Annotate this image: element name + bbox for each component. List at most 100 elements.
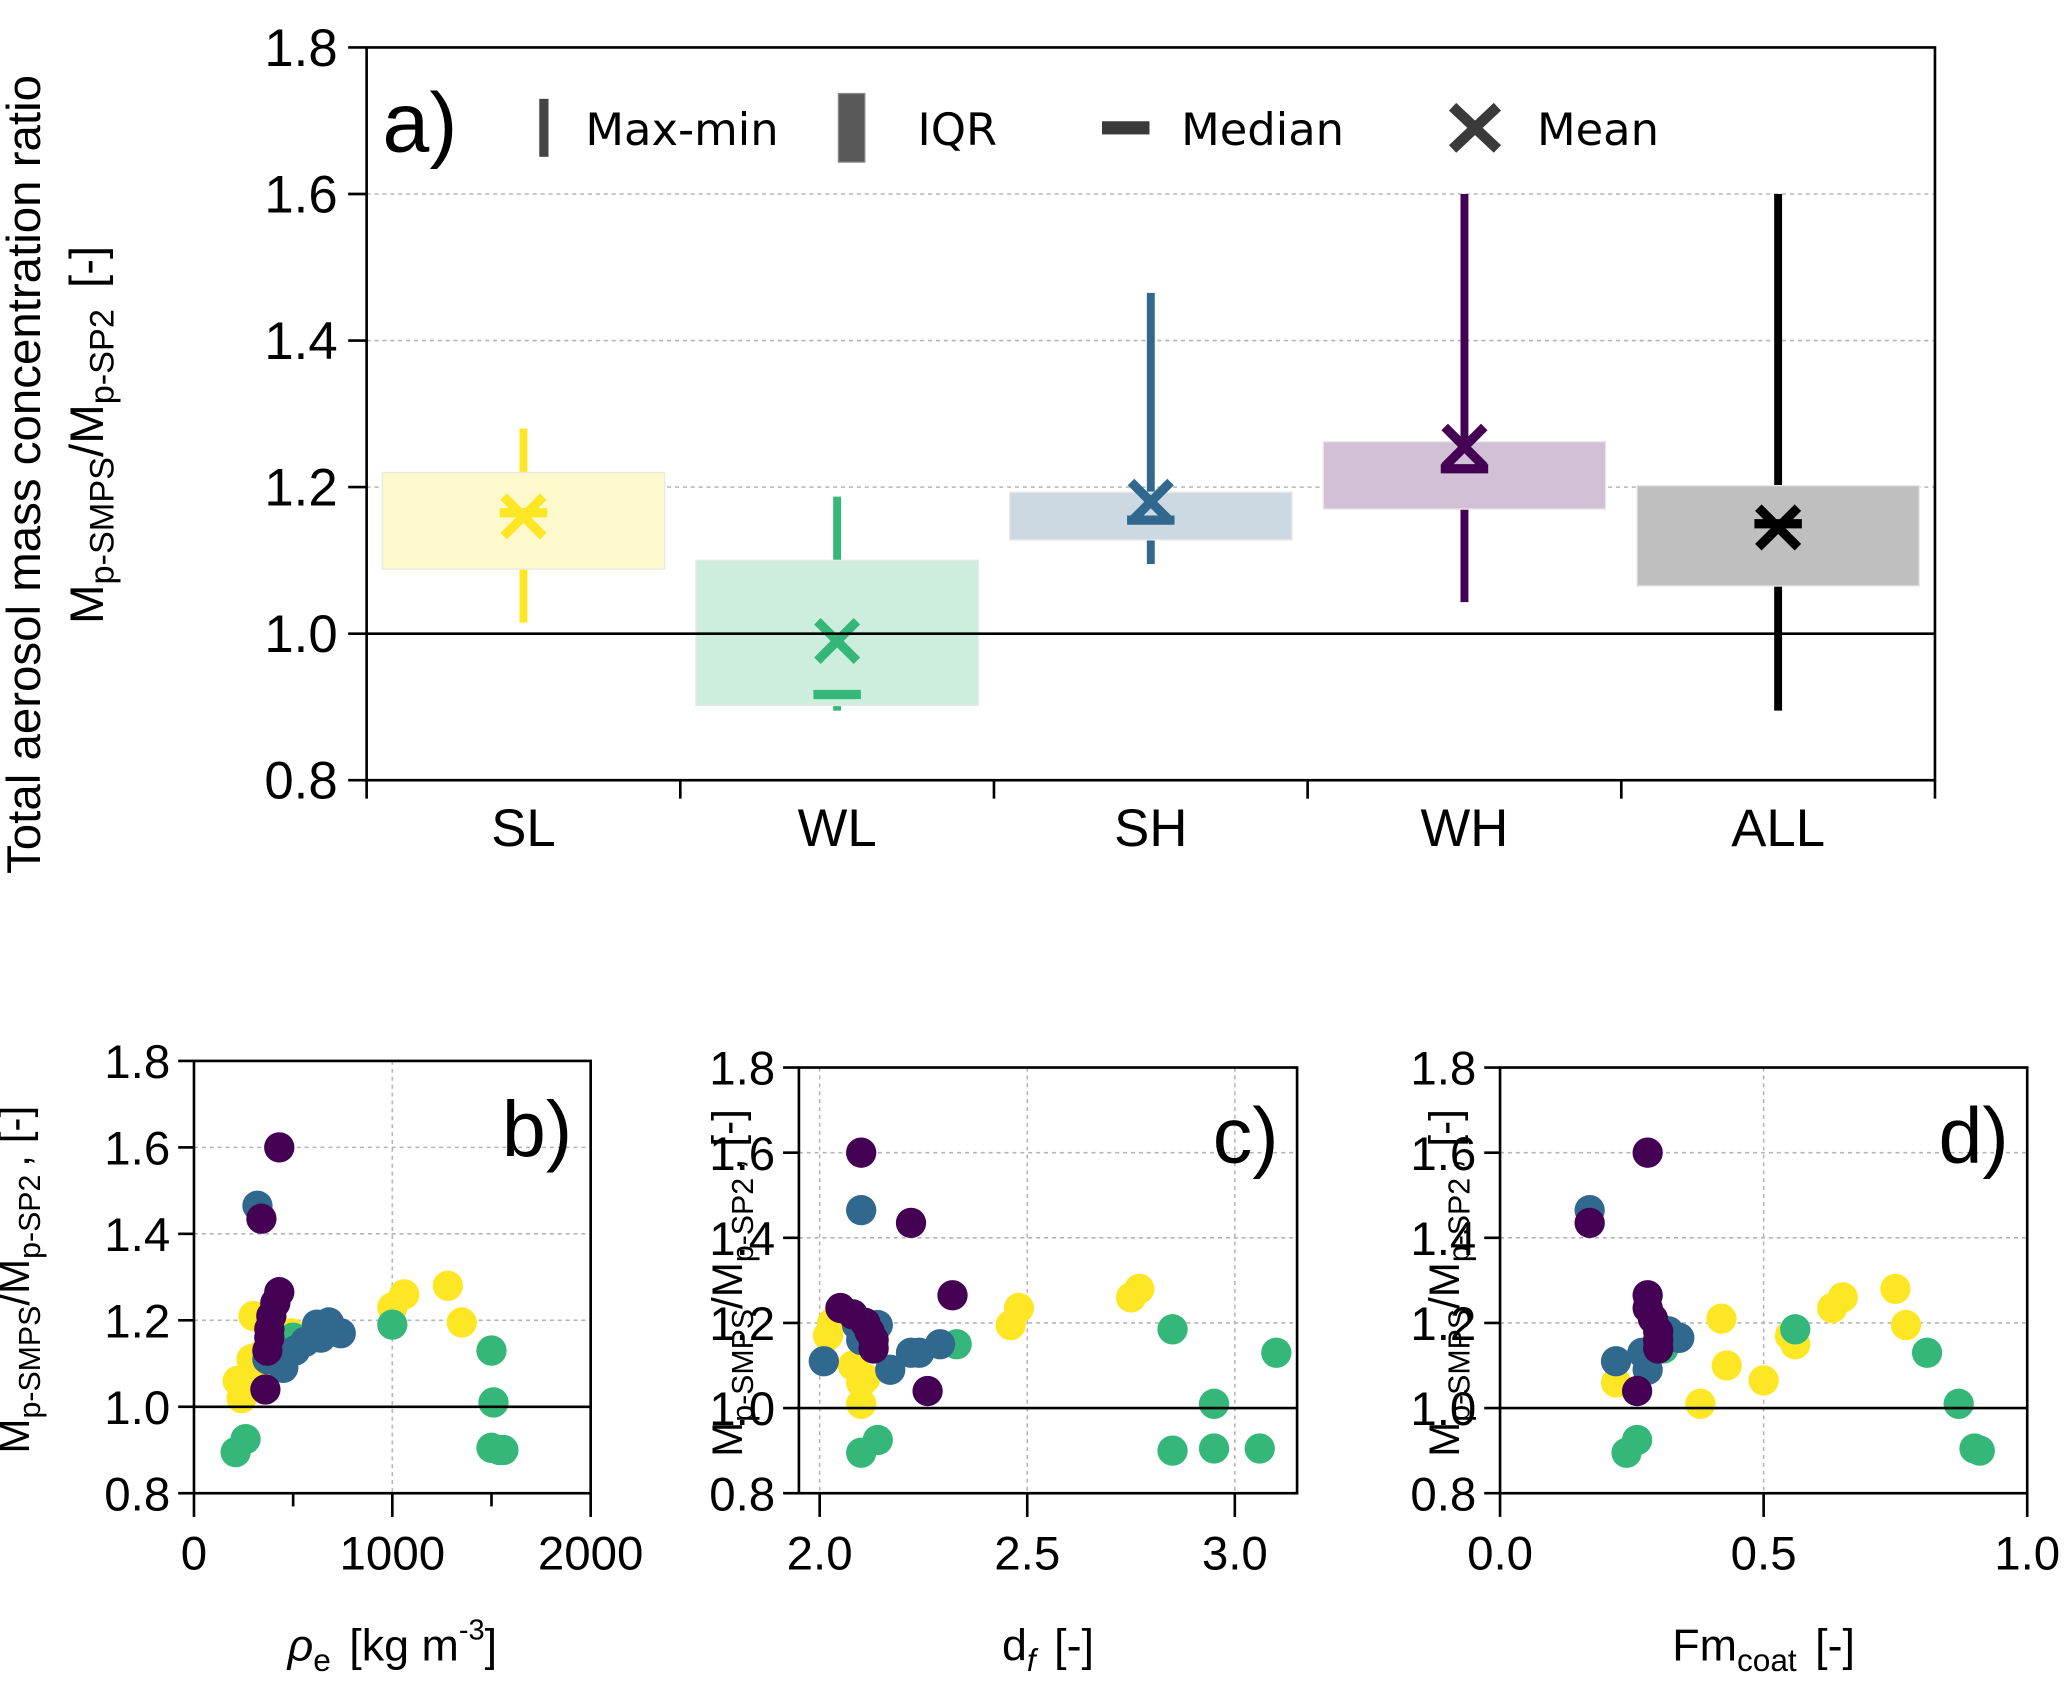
legend-label: Median [1181, 103, 1344, 156]
panel-c: 0.8 1.0 1.2 1.4 1.6 1.8 2.0 2.5 3.0 c) df [-] Mp-SMP… [704, 1043, 1299, 1679]
data-point [895, 1207, 927, 1239]
data-point [1780, 1314, 1811, 1345]
series-wl [846, 1314, 1292, 1468]
data-point [1890, 1309, 1922, 1341]
legend-item-median: Median [1102, 103, 1344, 156]
panel-a-axes: 0.8 1.0 1.2 1.4 1.6 1.8 SL WL SH WH ALL [264, 19, 1937, 858]
y-tick-label: 1.2 [104, 1295, 170, 1348]
y-tick-label: 1.8 [709, 1043, 775, 1096]
mean-legend-icon [1448, 102, 1502, 153]
y-tick-label: 1.4 [1410, 1213, 1476, 1266]
x-label-sup: -3 [459, 1615, 485, 1647]
y-axis-label: Mp-SMPS/Mp-SP2 , [-] [1421, 1109, 1477, 1457]
x-tick-label: 0 [181, 1528, 207, 1581]
data-point [1244, 1433, 1275, 1464]
data-point [1706, 1303, 1737, 1334]
data-point [377, 1309, 408, 1340]
x-label-sub: f [1027, 1642, 1039, 1678]
data-point [1574, 1207, 1605, 1239]
x-label-main: d [1002, 1621, 1027, 1671]
data-point [1600, 1346, 1632, 1377]
x-tick-label: ALL [1731, 799, 1825, 858]
data-point [478, 1387, 509, 1418]
y-label-sub: p-SMPS [14, 1306, 47, 1419]
legend-item-maxmin: Max-min [539, 98, 779, 157]
y-tick-label: 1.6 [264, 165, 337, 224]
box-sl [381, 428, 666, 623]
data-point [1621, 1424, 1653, 1456]
legend-label: Mean [1537, 103, 1659, 156]
data-point [850, 1363, 881, 1394]
y-label-main: M [704, 1422, 751, 1457]
panel-a-frame [365, 46, 1937, 782]
y-tick-label: 1.2 [1410, 1298, 1476, 1351]
y-tick-label: 1.2 [709, 1298, 775, 1351]
data-point [1003, 1292, 1035, 1324]
data-point [1198, 1433, 1230, 1464]
data-point [846, 1194, 877, 1226]
y-tick-label: 1.8 [1410, 1043, 1476, 1096]
y-tick-label: 1.6 [709, 1128, 775, 1181]
data-point [488, 1434, 519, 1466]
x-tick-label: WL [798, 799, 877, 858]
panel-a: Total aerosol mass concentration ratio M… [0, 19, 1937, 874]
x-tick-label: 2.5 [994, 1528, 1060, 1581]
panel-label: c) [1213, 1090, 1279, 1179]
x-tick-label: 3.0 [1202, 1528, 1268, 1581]
legend: Max-min IQR Median Mean [539, 92, 1659, 163]
data-point [912, 1375, 943, 1407]
y-label-unit: , [-] [0, 1106, 38, 1167]
y-tick-label: 0.8 [104, 1468, 170, 1521]
data-point [264, 1132, 295, 1163]
data-point [1157, 1435, 1188, 1466]
x-tick-label: 1.0 [1994, 1528, 2060, 1581]
x-axis-label: df [-] [1002, 1621, 1094, 1679]
data-point [1124, 1273, 1155, 1305]
legend-label: Max-min [585, 103, 778, 156]
y-tick-label: 0.8 [1410, 1468, 1476, 1521]
panel-d: 0.8 1.0 1.2 1.4 1.6 1.8 0.0 0.5 1.0 d) Fmcoat [-] Mp… [1410, 1043, 2060, 1678]
x-tick-label: WH [1421, 799, 1509, 858]
box-all [1636, 193, 1920, 711]
panel-a-label: a) [382, 76, 457, 170]
panel-a-y-axis-label-line1: Total aerosol mass concentration ratio [0, 75, 51, 874]
data-point [808, 1346, 839, 1377]
y-axis-label: Mp-SMPS/Mp-SP2 , [-] [704, 1109, 760, 1457]
data-point [389, 1279, 420, 1310]
y-axis-label: Mp-SMPS/Mp-SP2 , [-] [0, 1106, 47, 1454]
x-label-main: Fm [1672, 1621, 1737, 1671]
y-tick-label: 1.0 [104, 1382, 170, 1435]
mean-marker [1755, 504, 1802, 551]
y-label-mid: /M [1421, 1262, 1468, 1309]
legend-label: IQR [918, 103, 998, 156]
data-point [446, 1307, 477, 1338]
box-wl [695, 496, 979, 711]
data-point [937, 1280, 968, 1311]
axes-frame [797, 1066, 1299, 1495]
x-label-main: ρ [286, 1621, 314, 1671]
x-tick-label: SH [1114, 799, 1187, 858]
x-tick-label: 1000 [340, 1528, 446, 1581]
x-axis-label: Fmcoat [-] [1672, 1621, 1855, 1679]
data-point [1198, 1388, 1230, 1419]
y-label-main: M [1421, 1422, 1468, 1457]
series-wl [220, 1309, 519, 1468]
y-tick-label: 1.8 [264, 19, 337, 78]
box-wh [1322, 193, 1607, 603]
data-point [875, 1354, 906, 1385]
x-label-unit: [-] [1054, 1621, 1094, 1671]
y-tick-label: 1.6 [104, 1123, 170, 1176]
y-label-mid: /M [0, 1259, 38, 1306]
data-point [252, 1335, 283, 1366]
y-tick-label: 1.8 [104, 1036, 170, 1089]
data-point [1643, 1333, 1674, 1364]
y-tick-label: 0.8 [709, 1468, 775, 1521]
y-label-sub: p-SMPS [1444, 1309, 1477, 1422]
legend-item-mean: Mean [1448, 102, 1659, 156]
y-tick-label: 1.4 [104, 1209, 170, 1262]
data-point [476, 1335, 507, 1366]
x-label-sub: coat [1737, 1642, 1797, 1678]
x-tick-label: SL [491, 799, 555, 858]
data-point [246, 1203, 277, 1234]
x-label-unit: [kg m [349, 1621, 459, 1671]
